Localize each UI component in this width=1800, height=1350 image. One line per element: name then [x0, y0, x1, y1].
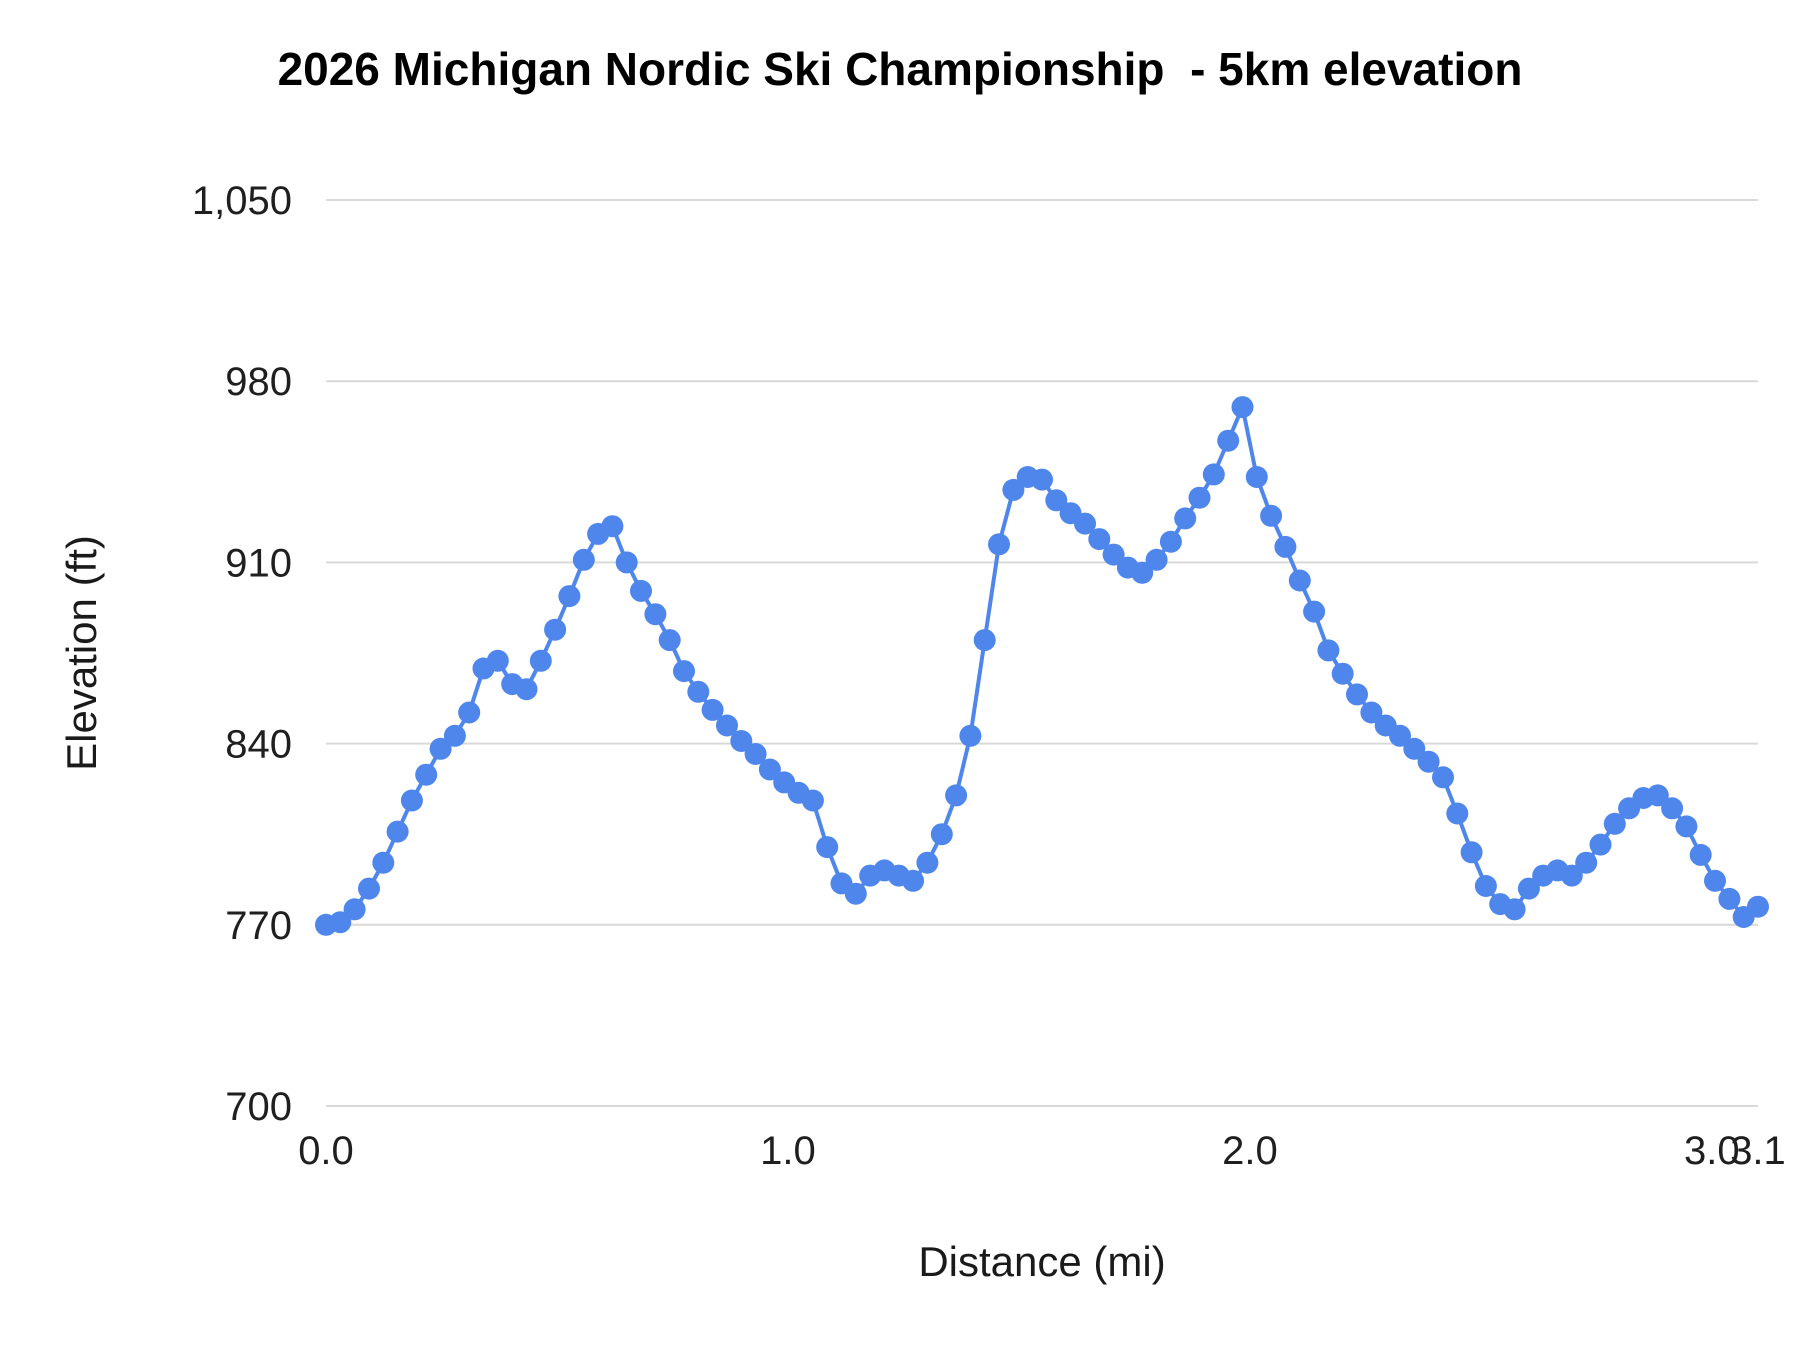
x-tick-label: 0.0 — [298, 1129, 354, 1173]
chart-title: 2026 Michigan Nordic Ski Championship - … — [277, 43, 1523, 95]
data-point-marker — [1074, 512, 1096, 535]
y-tick-label: 770 — [225, 904, 292, 948]
y-tick-label: 700 — [225, 1085, 292, 1129]
y-tick-label: 840 — [225, 723, 292, 767]
data-point-marker — [1474, 875, 1497, 897]
data-point-marker — [601, 515, 624, 538]
data-point-marker — [615, 551, 638, 574]
data-point-marker — [644, 603, 667, 626]
data-point-marker — [988, 533, 1010, 556]
data-point-marker — [1031, 468, 1053, 491]
data-point-marker — [1417, 750, 1440, 773]
data-point-marker — [687, 680, 710, 703]
data-point-marker — [1303, 600, 1326, 623]
data-point-marker — [443, 724, 466, 747]
data-point-marker — [1288, 569, 1311, 592]
data-point-marker — [730, 730, 753, 752]
data-point-marker — [358, 877, 380, 900]
data-point-marker — [630, 579, 652, 602]
x-axis-title: Distance (mi) — [918, 1238, 1166, 1285]
data-point-marker — [1274, 535, 1297, 558]
data-point-marker — [1603, 812, 1626, 835]
data-point-marker — [429, 737, 452, 760]
data-point-marker — [1131, 561, 1154, 584]
data-point-marker — [544, 618, 567, 641]
data-point-marker — [1575, 851, 1598, 874]
data-point-marker — [1188, 486, 1211, 509]
data-point-marker — [701, 698, 724, 721]
data-point-marker — [1217, 429, 1240, 452]
data-point-marker — [1689, 843, 1712, 866]
data-point-marker — [744, 743, 767, 765]
data-point-marker — [1517, 877, 1540, 900]
data-point-marker — [658, 629, 681, 652]
data-point-marker — [1174, 507, 1197, 530]
x-tick-label: 3.1 — [1730, 1129, 1786, 1173]
data-point-marker — [1145, 548, 1168, 571]
data-point-marker — [515, 678, 538, 701]
data-point-marker — [1589, 833, 1612, 856]
data-point-marker — [1317, 639, 1340, 662]
data-point-marker — [1045, 489, 1068, 512]
data-point-marker — [1202, 463, 1225, 486]
data-point-marker — [486, 649, 509, 672]
data-point-marker — [372, 851, 395, 874]
data-point-marker — [572, 548, 595, 571]
data-point-marker — [1560, 864, 1583, 887]
data-point-marker — [716, 714, 738, 737]
data-point-marker — [959, 724, 982, 747]
data-point-marker — [844, 882, 867, 905]
data-point-marker — [1260, 504, 1283, 527]
data-point-marker — [458, 701, 481, 724]
data-point-marker — [930, 823, 953, 846]
data-point-marker — [816, 836, 839, 859]
data-point-marker — [1346, 683, 1368, 706]
data-point-marker — [529, 649, 552, 672]
data-point-marker — [1503, 898, 1526, 921]
x-tick-label: 2.0 — [1222, 1129, 1278, 1173]
data-point-marker — [400, 789, 423, 812]
data-point-marker — [801, 789, 824, 812]
data-point-marker — [945, 784, 968, 807]
data-point-marker — [558, 585, 581, 608]
data-point-marker — [1747, 895, 1769, 918]
data-point-marker — [1002, 478, 1025, 501]
data-point-marker — [1331, 662, 1354, 685]
data-point-marker — [973, 629, 996, 652]
y-tick-label: 1,050 — [192, 179, 292, 223]
data-point-marker — [1159, 530, 1182, 553]
data-point-marker — [1661, 797, 1684, 820]
data-point-marker — [1088, 528, 1111, 551]
data-point-marker — [1675, 815, 1698, 838]
data-point-marker — [1231, 396, 1254, 419]
y-tick-label: 910 — [225, 541, 292, 585]
data-point-marker — [1446, 802, 1469, 825]
y-tick-label: 980 — [225, 360, 292, 404]
data-point-marker — [1389, 724, 1411, 747]
data-point-marker — [415, 763, 438, 786]
data-point-marker — [1646, 784, 1669, 807]
data-point-marker — [1704, 869, 1726, 892]
data-point-marker — [1245, 466, 1268, 488]
data-point-marker — [902, 869, 925, 892]
data-point-marker — [1102, 543, 1125, 566]
data-point-marker — [1460, 841, 1483, 864]
data-point-marker — [1718, 887, 1741, 910]
data-point-marker — [329, 911, 352, 934]
data-point-marker — [916, 851, 939, 874]
data-point-marker — [673, 660, 695, 683]
data-point-marker — [1403, 737, 1426, 760]
data-point-marker — [386, 820, 409, 843]
data-point-marker — [758, 758, 781, 781]
x-tick-label: 3.0 — [1684, 1129, 1740, 1173]
data-point-marker — [1360, 701, 1383, 724]
data-point-marker — [1432, 766, 1454, 789]
data-point-marker — [343, 898, 366, 921]
x-tick-label: 1.0 — [760, 1129, 816, 1173]
